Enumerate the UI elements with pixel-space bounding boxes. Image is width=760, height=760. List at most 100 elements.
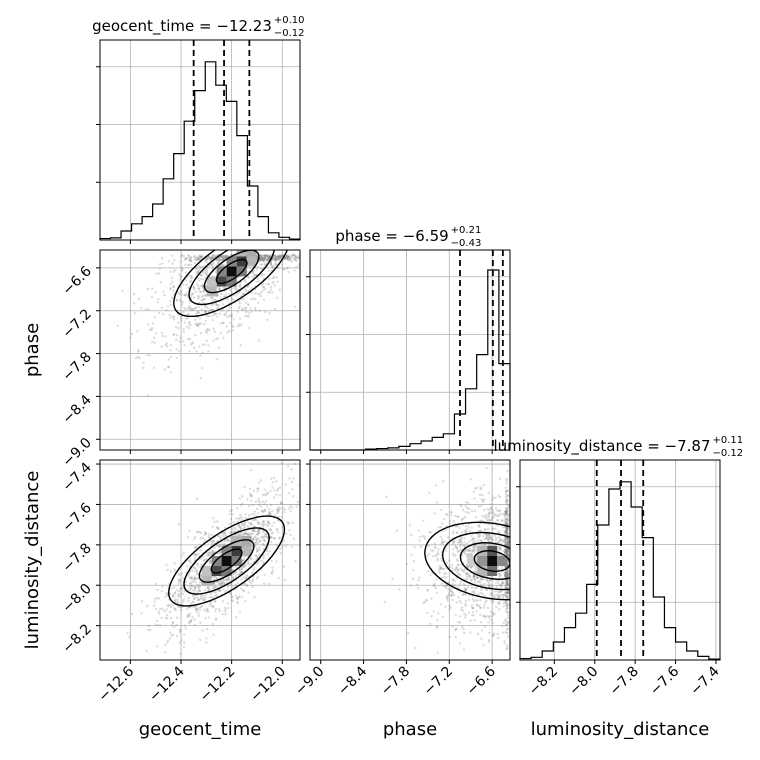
sample-point	[451, 590, 454, 594]
sample-point	[485, 519, 489, 522]
sample-point	[479, 599, 482, 602]
sample-point	[169, 270, 172, 273]
sample-point	[194, 567, 197, 571]
sample-point	[271, 569, 275, 572]
sample-point	[152, 604, 156, 607]
sample-point	[228, 314, 231, 317]
sample-point	[444, 572, 448, 575]
sample-point	[266, 520, 269, 524]
sample-point	[452, 541, 456, 544]
sample-point	[247, 561, 250, 564]
sample-point	[455, 627, 458, 631]
sample-point	[256, 265, 260, 269]
sample-point	[193, 589, 197, 592]
sample-point	[473, 537, 476, 541]
sample-point	[505, 574, 509, 578]
sample-point	[261, 253, 264, 257]
sample-point	[503, 530, 506, 533]
sample-point	[140, 599, 144, 603]
sample-point	[447, 587, 450, 591]
sample-point	[504, 574, 508, 578]
sample-point	[210, 257, 214, 260]
sample-point	[197, 256, 200, 260]
sample-point	[504, 509, 508, 513]
sample-point	[506, 673, 508, 675]
sample-point	[164, 651, 167, 654]
sample-point	[243, 306, 247, 309]
sample-point	[166, 604, 169, 607]
sample-point	[230, 582, 233, 586]
sample-point	[226, 315, 229, 319]
sample-point	[504, 591, 507, 595]
sample-point	[448, 566, 451, 569]
sample-point	[496, 509, 499, 512]
sample-point	[498, 572, 501, 575]
sample-point	[505, 578, 508, 582]
sample-point	[190, 561, 193, 564]
sample-point	[283, 578, 287, 582]
sample-point	[158, 624, 162, 627]
sample-point	[274, 255, 278, 259]
sample-point	[506, 631, 509, 635]
sample-point	[489, 618, 493, 622]
sample-point	[504, 547, 507, 551]
sample-point	[464, 588, 468, 591]
sample-point	[200, 605, 204, 608]
sample-point	[289, 504, 292, 508]
sample-point	[265, 523, 269, 526]
sample-point	[244, 521, 247, 525]
sample-point	[238, 526, 242, 529]
sample-point	[181, 600, 184, 603]
sample-point	[234, 566, 238, 569]
sample-point	[275, 258, 278, 261]
sample-point	[505, 571, 508, 574]
sample-point	[200, 266, 203, 269]
sample-point	[480, 504, 483, 508]
sample-point	[193, 577, 197, 581]
sample-point	[175, 348, 178, 351]
sample-point	[464, 525, 467, 528]
sample-point	[223, 542, 226, 546]
sample-point	[507, 591, 510, 595]
sample-point	[205, 258, 208, 262]
sample-point	[276, 257, 279, 261]
sample-point	[267, 521, 271, 525]
sample-point	[204, 309, 207, 313]
sample-point	[153, 316, 156, 319]
sample-point	[195, 312, 198, 316]
sample-point	[498, 601, 501, 604]
sample-point	[478, 534, 481, 537]
sample-point	[159, 607, 162, 611]
sample-point	[259, 267, 263, 270]
sample-point	[447, 592, 451, 595]
density-cell	[236, 250, 247, 257]
sample-point	[218, 312, 221, 316]
sample-point	[505, 586, 508, 590]
sample-point	[214, 591, 218, 594]
sample-point	[305, 488, 307, 490]
sample-point	[264, 494, 267, 497]
sample-point	[181, 340, 185, 343]
sample-point	[218, 543, 222, 546]
sample-point	[199, 557, 203, 560]
sample-point	[238, 305, 241, 308]
sample-point	[192, 553, 196, 556]
sample-point	[487, 616, 491, 619]
sample-point	[457, 568, 460, 571]
sample-point	[505, 543, 508, 547]
sample-point	[500, 519, 504, 522]
sample-point	[183, 344, 186, 347]
sample-point	[506, 549, 509, 552]
sample-point	[500, 582, 503, 586]
sample-point	[190, 276, 193, 280]
sample-point	[495, 514, 498, 518]
sample-point	[435, 591, 439, 595]
sample-point	[176, 616, 179, 619]
sample-point	[202, 599, 206, 602]
sample-point	[221, 600, 225, 603]
sample-point	[195, 577, 199, 581]
sample-point	[317, 254, 319, 256]
sample-point	[418, 576, 421, 579]
sample-point	[504, 586, 507, 589]
